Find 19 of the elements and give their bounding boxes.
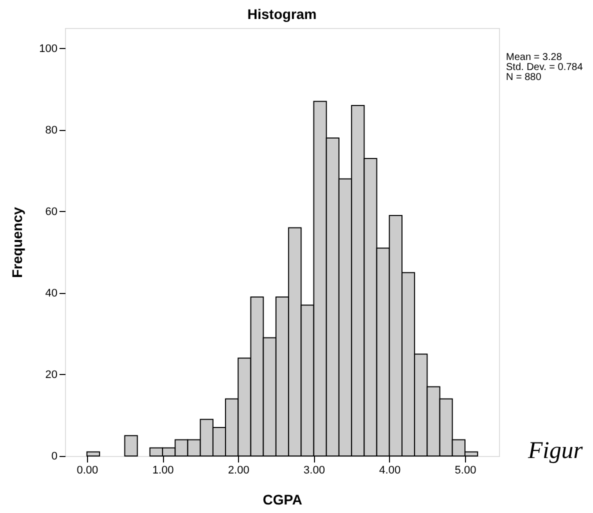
y-tick-label: 60 bbox=[45, 206, 58, 218]
x-axis-title: CGPA bbox=[262, 492, 302, 508]
x-tick-label: 5.00 bbox=[454, 464, 476, 476]
y-axis-title: Frequency bbox=[9, 206, 26, 278]
text: Std. Dev. = 0.784 bbox=[506, 62, 584, 73]
y-tick-label: 80 bbox=[45, 124, 58, 136]
y-tick-label: 40 bbox=[45, 287, 58, 300]
text: Mean = 3.28 bbox=[506, 52, 562, 63]
y-tick-label: 20 bbox=[45, 368, 58, 381]
text: Figur bbox=[527, 438, 584, 464]
x-tick-label: 1.00 bbox=[152, 464, 174, 476]
x-tick-label: 0.00 bbox=[76, 464, 98, 476]
x-tick-label: 2.00 bbox=[228, 464, 250, 476]
y-tick-label: 0 bbox=[51, 450, 58, 462]
text: N = 880 bbox=[506, 72, 542, 83]
chart-title: Histogram bbox=[247, 6, 317, 22]
x-tick-label: 3.00 bbox=[304, 464, 325, 476]
y-tick-label: 100 bbox=[39, 42, 58, 55]
x-tick-label: 4.00 bbox=[379, 464, 401, 476]
